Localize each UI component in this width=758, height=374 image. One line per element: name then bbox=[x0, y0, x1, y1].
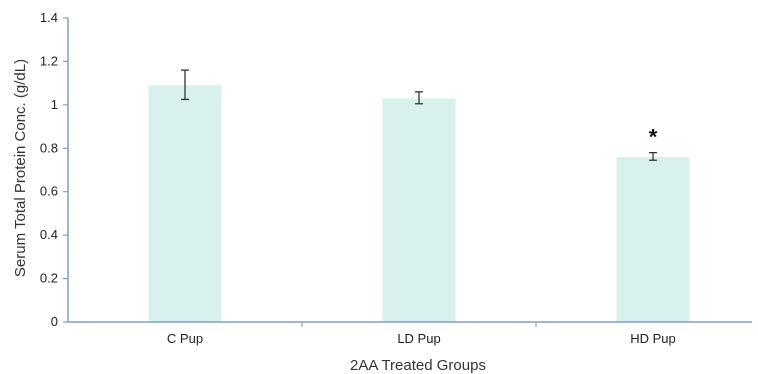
y-tick-label: 1.2 bbox=[40, 53, 58, 68]
x-ticks-layer: C Pup LD Pup HD Pup bbox=[167, 322, 676, 346]
error-bar bbox=[649, 151, 657, 161]
y-tick-label: 0.6 bbox=[40, 184, 58, 199]
error-bar bbox=[415, 91, 423, 105]
axes-layer bbox=[67, 18, 752, 323]
x-tick-label: C Pup bbox=[167, 331, 203, 346]
error-bars-layer bbox=[181, 69, 657, 161]
bar bbox=[616, 156, 690, 322]
y-tick-label: 0.8 bbox=[40, 140, 58, 155]
significance-layer: * bbox=[649, 125, 658, 150]
x-tick-label: LD Pup bbox=[397, 331, 440, 346]
significance-marker: * bbox=[649, 125, 658, 150]
y-tick-label: 1 bbox=[51, 97, 58, 112]
x-tick-label: HD Pup bbox=[630, 331, 676, 346]
y-tick-label: 0.4 bbox=[40, 227, 58, 242]
x-axis-title: 2AA Treated Groups bbox=[350, 357, 486, 374]
bars-layer bbox=[148, 85, 690, 322]
bar bbox=[148, 85, 222, 322]
y-ticks-layer: 0 0.2 0.4 0.6 0.8 1 1.2 1.4 bbox=[40, 10, 68, 329]
error-bar bbox=[181, 69, 189, 101]
y-axis-title: Serum Total Protein Conc. (g/dL) bbox=[12, 59, 29, 277]
bar bbox=[382, 98, 456, 322]
y-tick-label: 1.4 bbox=[40, 10, 58, 25]
y-tick-label: 0.2 bbox=[40, 271, 58, 286]
y-tick-label: 0 bbox=[51, 314, 58, 329]
